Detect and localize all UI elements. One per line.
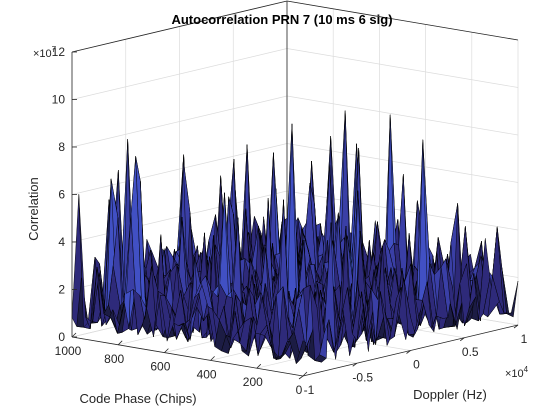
x-tick-label: 0.5 [462,345,479,359]
z-tick-label: 4 [58,235,65,249]
y-tick-label: 0 [296,383,303,397]
z-tick-label: 8 [58,140,65,154]
z-tick-label: 2 [58,283,65,297]
grid-line [287,144,518,183]
x-tick-label: 1 [521,332,528,346]
surface-layer [72,111,518,364]
grid-line [287,49,518,88]
y-tick-label: 1000 [55,344,82,358]
y-tick-label: 200 [243,375,263,389]
z-axis-label: Correlation [26,177,41,241]
chart-title: Autocorrelation PRN 7 (10 ms 6 sig) [171,12,392,27]
z-tick-label: 0 [58,330,65,344]
y-tick-label: 400 [197,367,217,381]
x-tick-mark [299,376,303,379]
z-tick-label: 6 [58,188,65,202]
y-axis-label: Code Phase (Chips) [79,391,196,406]
x-exponent-label: ×104 [505,365,529,380]
x-axis-label: Doppler (Hz) [413,387,487,402]
x-tick-label: -0.5 [352,370,373,384]
y-tick-label: 600 [150,360,170,374]
x-tick-label: 0 [413,358,420,372]
y-tick-label: 800 [104,352,124,366]
grid-line [287,96,518,135]
x-tick-label: -1 [304,383,315,397]
z-tick-label: 10 [52,93,66,107]
